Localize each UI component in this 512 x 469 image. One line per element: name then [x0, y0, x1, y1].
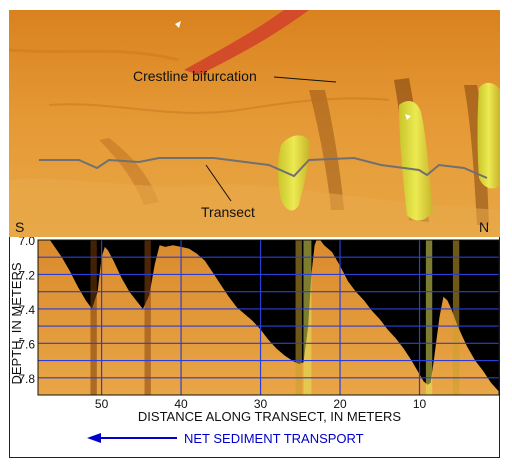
x-axis-label: DISTANCE ALONG TRANSECT, IN METERS — [138, 409, 402, 424]
transport-arrow — [87, 433, 177, 443]
red-crest — [184, 10, 309, 75]
seafloor-profile — [38, 240, 499, 395]
y-tick-label: 7.6 — [18, 337, 35, 351]
depth-profile-chart: 7.0 7.2 7.4 7.6 7.8 50 40 30 20 10 DEPTH, IN MET… — [9, 237, 500, 446]
yellow-trough-2 — [399, 100, 433, 221]
x-tick-label: 20 — [333, 397, 347, 411]
transect-leader — [205, 164, 232, 202]
y-tick-label: 7.8 — [18, 372, 35, 386]
y-tick-label: 7.4 — [18, 303, 35, 317]
yellow-trough-3 — [477, 82, 500, 189]
south-label: S — [15, 219, 24, 235]
x-tick-label: 40 — [174, 397, 188, 411]
north-label: N — [479, 219, 489, 235]
y-tick-label: 7.2 — [18, 268, 35, 282]
bifurcation-leader — [273, 76, 337, 83]
y-tick-labels: 7.0 7.2 7.4 7.6 7.8 — [18, 237, 35, 386]
terrain-view: Crestline bifurcation Transect S N — [9, 10, 500, 237]
x-tick-label: 10 — [413, 397, 427, 411]
plot-frame — [37, 239, 500, 396]
y-tick-label: 7.0 — [18, 237, 35, 248]
net-sediment-transport-label: NET SEDIMENT TRANSPORT — [184, 431, 364, 446]
x-tick-label: 50 — [95, 397, 109, 411]
yellow-trough-1 — [278, 135, 310, 211]
transect-label: Transect — [201, 204, 255, 220]
bifurcation-label: Crestline bifurcation — [133, 68, 257, 84]
trough-shading — [90, 240, 460, 395]
x-tick-label: 30 — [254, 397, 268, 411]
transect-line — [39, 156, 488, 179]
y-axis-label: DEPTH, IN METERS — [9, 262, 24, 384]
x-tick-labels: 50 40 30 20 10 — [95, 397, 427, 411]
